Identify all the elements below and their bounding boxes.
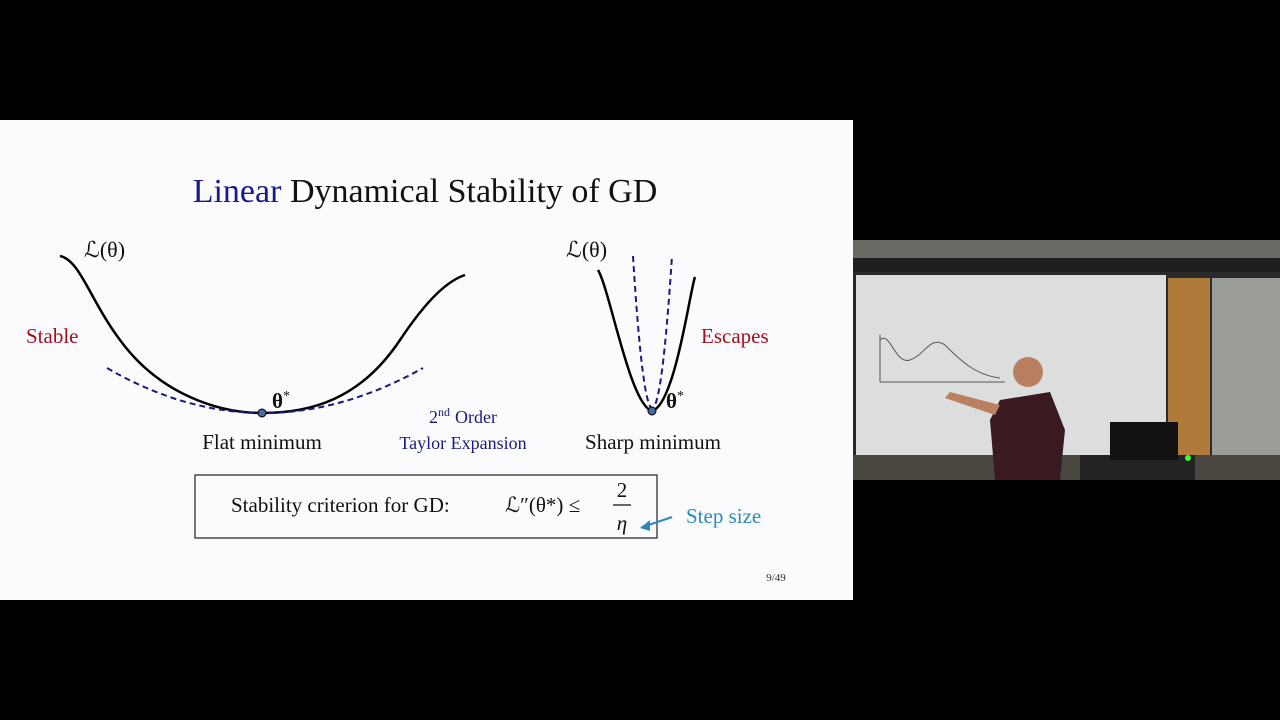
taylor-line1: 2nd Order (429, 405, 497, 427)
min-symbol: θ (272, 389, 283, 413)
sharp-min-label: θ* (666, 389, 684, 413)
title-rest: Dynamical Stability of GD (290, 173, 657, 210)
sharp-caption: Sharp minimum (585, 430, 721, 454)
title-highlight: Linear (193, 173, 282, 210)
fraction-denominator: η (617, 511, 627, 535)
slide: Linear Dynamical Stability of GD ℒ(θ) St… (0, 120, 853, 600)
board-drawing (879, 337, 1001, 379)
slide-title: Linear Dynamical Stability of GD (193, 173, 658, 210)
flat-min-label: θ* (272, 389, 290, 413)
slide-background (0, 120, 853, 600)
person-body (990, 392, 1065, 480)
step-label: Step size (686, 504, 761, 528)
min-sup: * (283, 389, 290, 404)
sharp-min-point (647, 406, 657, 416)
taylor-line2: Taylor Expansion (399, 433, 526, 453)
min-symbol: θ (666, 389, 677, 413)
criterion-box (194, 474, 658, 539)
fraction-numerator: 2 (617, 478, 628, 502)
ceiling-beam (853, 258, 1280, 272)
step-arrowhead (640, 520, 650, 531)
sharp-loss-label: ℒ(θ) (566, 237, 607, 262)
ordinal-suffix: nd (438, 405, 450, 419)
criterion-lhs: ℒ″(θ*) ≤ (505, 493, 580, 517)
camera-inset (853, 240, 1280, 480)
taylor-rest: Order (455, 407, 497, 427)
min-sup: * (677, 389, 684, 404)
wall (1212, 278, 1280, 468)
escapes-label: Escapes (701, 324, 769, 348)
ceiling (853, 240, 1280, 258)
stable-label: Stable (26, 324, 79, 348)
flat-loss-label: ℒ(θ) (84, 237, 125, 262)
flat-caption: Flat minimum (202, 430, 322, 454)
person-arm (945, 392, 1000, 415)
page-number: 9/49 (766, 572, 786, 584)
ordinal: 2 (429, 407, 438, 427)
person-head (1013, 357, 1043, 387)
flat-min-point (257, 408, 267, 418)
floor (853, 455, 1280, 480)
criterion-text: Stability criterion for GD: (231, 493, 450, 517)
led (1185, 455, 1191, 461)
laptop (1110, 422, 1178, 460)
